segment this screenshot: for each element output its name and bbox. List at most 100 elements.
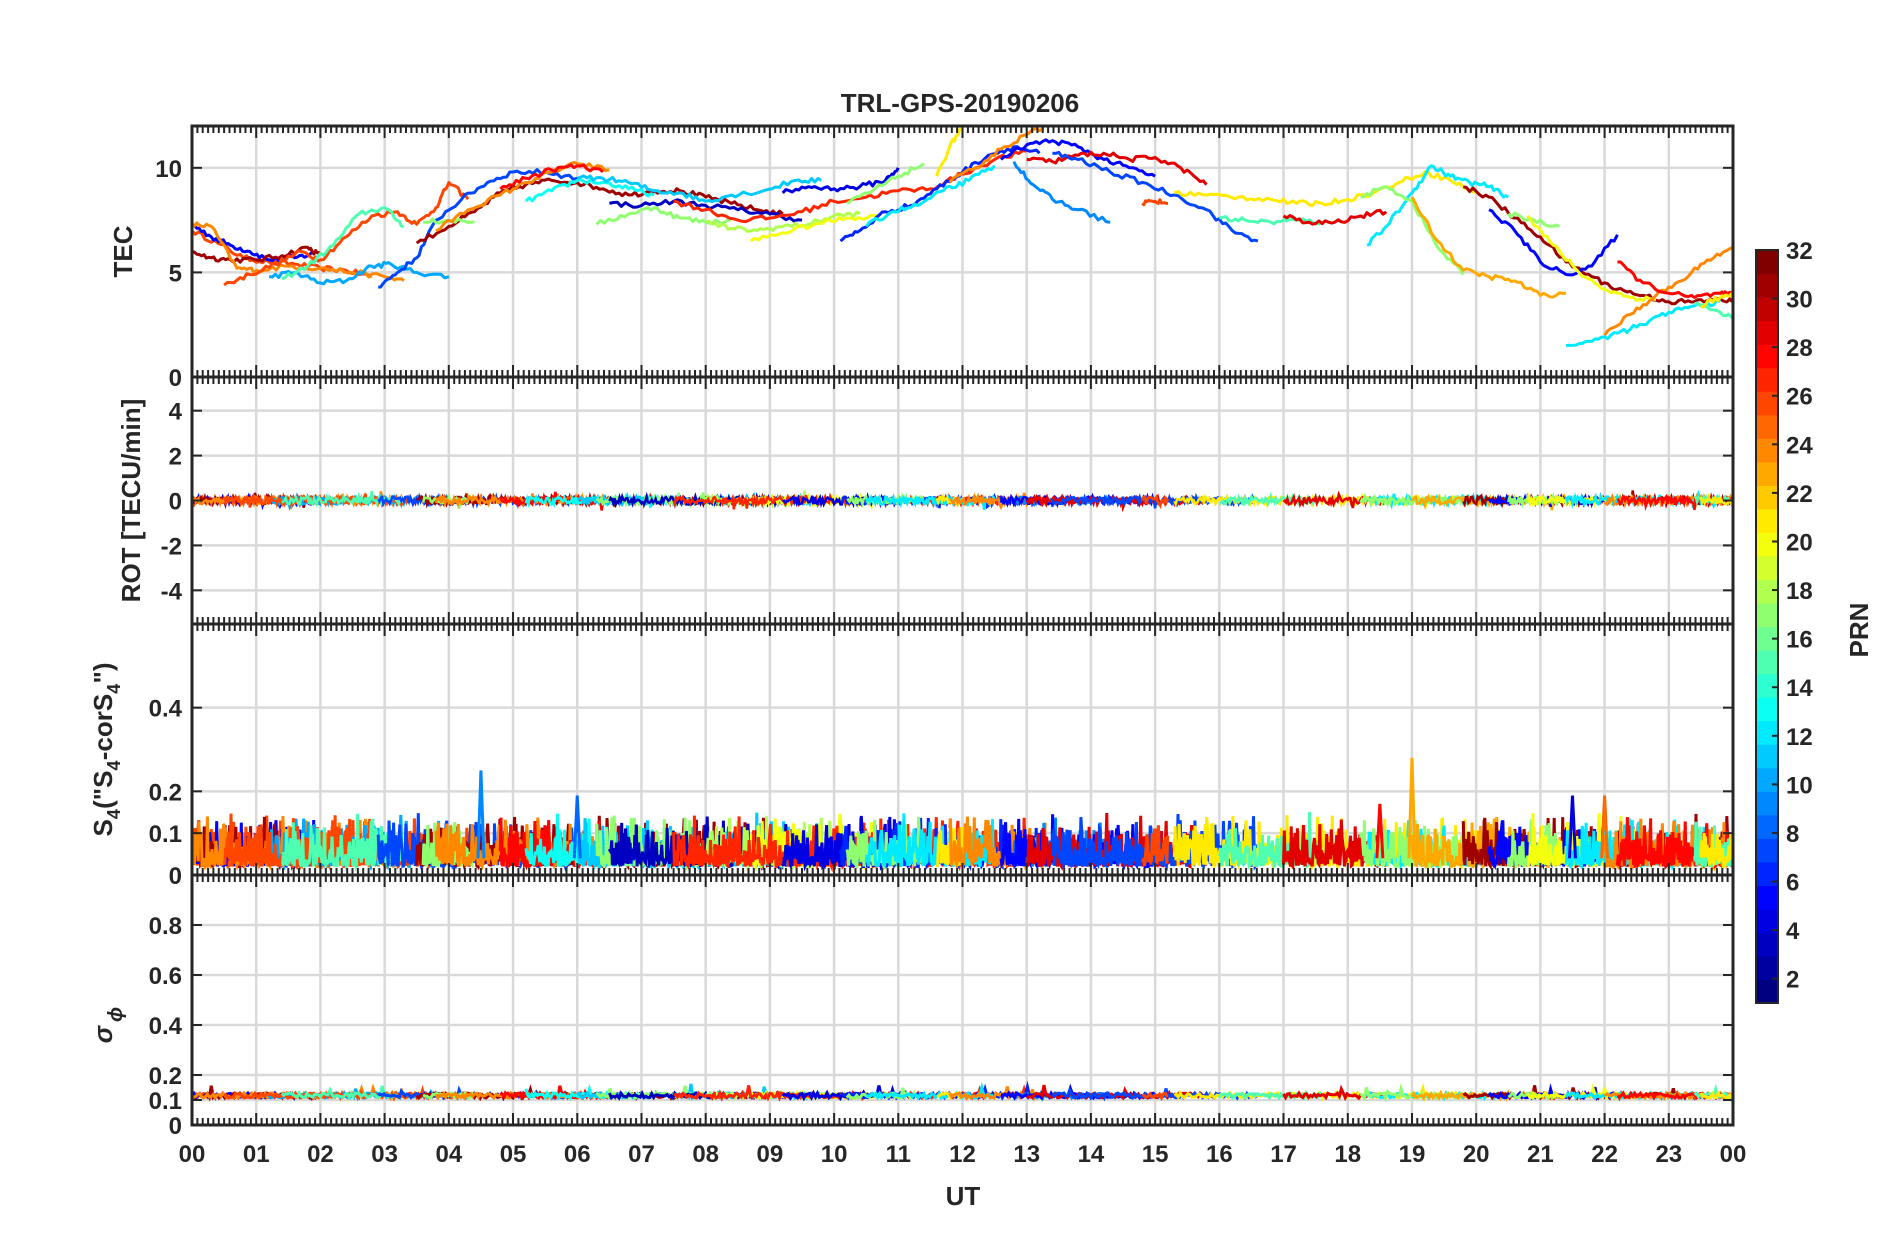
tec-series-prn-23 <box>1410 196 1567 299</box>
x-tick-label: 18 <box>1334 1141 1361 1168</box>
x-tick-label: 03 <box>371 1141 398 1168</box>
tec-series-prn-15 <box>281 206 404 281</box>
x-tick-label: 13 <box>1013 1141 1040 1168</box>
colorbar-swatch <box>1756 979 1778 1004</box>
y-tick-label: 0 <box>169 1113 182 1140</box>
y-tick-label: 0.4 <box>149 1013 183 1040</box>
colorbar-swatch <box>1756 250 1778 275</box>
s4-peak <box>1407 757 1417 859</box>
colorbar-swatch <box>1756 720 1778 745</box>
colorbar-swatch <box>1756 744 1778 769</box>
x-tick-label: 17 <box>1270 1141 1297 1168</box>
tec-series-prn-4 <box>781 167 900 194</box>
colorbar-swatch <box>1756 814 1778 839</box>
colorbar-label: PRN <box>1844 603 1874 658</box>
colorbar-swatch <box>1756 485 1778 510</box>
colorbar-swatch <box>1756 908 1778 934</box>
tec-series-prn-17 <box>1507 211 1561 228</box>
colorbar-swatch <box>1756 861 1778 886</box>
colorbar-swatch <box>1756 555 1778 581</box>
tec-series-prn-18 <box>705 210 861 233</box>
x-tick-label: 05 <box>500 1141 527 1168</box>
y-axis-label: σϕ <box>88 1007 127 1043</box>
y-tick-label: 5 <box>169 260 182 287</box>
colorbar-swatch <box>1756 885 1778 910</box>
chart-title: TRL-GPS-20190206 <box>841 88 1079 118</box>
rot-series-prn-21 <box>1699 493 1733 507</box>
x-tick-label: 01 <box>243 1141 270 1168</box>
rot-data <box>192 489 1733 513</box>
tec-series-prn-31 <box>192 245 322 264</box>
colorbar-tick-label: 8 <box>1786 821 1799 848</box>
x-tick-label: 21 <box>1527 1141 1554 1168</box>
colorbar-swatch <box>1756 650 1778 675</box>
tec-series-prn-17 <box>1360 185 1465 276</box>
y-tick-label: 2 <box>169 444 182 471</box>
tec-series-prn-17 <box>846 162 925 205</box>
sigma-series-prn-4 <box>781 1084 900 1102</box>
tec-series-prn-11 <box>576 174 822 204</box>
y-tick-label: 0.1 <box>149 1088 182 1115</box>
colorbar-tick-label: 24 <box>1786 432 1813 459</box>
x-tick-label: 00 <box>179 1141 206 1168</box>
x-tick-label: 19 <box>1399 1141 1426 1168</box>
colorbar-swatch <box>1756 602 1778 628</box>
colorbar-tick-label: 10 <box>1786 772 1813 799</box>
y-tick-label: 0 <box>169 489 182 516</box>
x-tick-label: 22 <box>1591 1141 1618 1168</box>
tec-series-prn-12 <box>1366 164 1510 247</box>
s4-peak <box>1375 803 1385 859</box>
tec-series-prn-15 <box>1694 301 1733 320</box>
colorbar-swatch <box>1756 438 1778 463</box>
colorbar-swatch <box>1756 508 1778 533</box>
tec-series-prn-9 <box>1012 160 1111 224</box>
colorbar-swatch <box>1756 367 1778 392</box>
y-tick-label: 0.1 <box>149 821 182 848</box>
colorbar-tick-label: 2 <box>1786 967 1799 994</box>
tec-series-prn-15 <box>1218 215 1323 226</box>
tec-series-prn-12 <box>865 164 996 228</box>
x-tick-label: 10 <box>821 1141 848 1168</box>
sigma-series-prn-21 <box>1699 1090 1733 1100</box>
tec-series-prn-24 <box>1603 245 1733 337</box>
x-ticks <box>191 624 1734 875</box>
y-tick-label: -4 <box>161 578 183 605</box>
y-tick-label: 4 <box>169 399 183 426</box>
x-tick-label: 16 <box>1206 1141 1233 1168</box>
colorbar-swatch <box>1756 344 1778 369</box>
colorbar-swatch <box>1756 414 1778 439</box>
y-tick-label: 0 <box>169 863 182 890</box>
x-tick-label: 02 <box>307 1141 334 1168</box>
panel-sigma: 00.10.2 0.4 0.6 0.8 σϕ 00 01 02 03 04 05 06 07 08 09 10… <box>88 873 1746 1168</box>
x-tick-label: 11 <box>886 1141 911 1168</box>
colorbar-tick-label: 26 <box>1786 384 1813 411</box>
colorbar-tick-label: 18 <box>1786 578 1813 605</box>
y-axis-label: S4 ("S4 -corS4 ") <box>88 662 124 836</box>
colorbar-swatch <box>1756 532 1778 557</box>
rot-series-prn-17 <box>1359 492 1464 509</box>
tec-series-prn-21 <box>1700 291 1733 309</box>
tec-data <box>192 126 1733 348</box>
colorbar-tick-label: 16 <box>1786 627 1813 654</box>
x-tick-label: 04 <box>435 1141 462 1168</box>
colorbar-tick-label: 4 <box>1786 918 1800 945</box>
tec-series-prn-21 <box>1173 169 1477 208</box>
x-axis-label: UT <box>946 1181 981 1211</box>
colorbar-swatch <box>1756 791 1778 816</box>
sigma-series-prn-15 <box>280 1085 404 1101</box>
tec-series-prn-24 <box>192 221 405 282</box>
x-tick-label: 09 <box>757 1141 784 1168</box>
colorbar-swatch <box>1756 320 1778 345</box>
colorbar-swatch <box>1756 297 1778 322</box>
sigma-data <box>192 1080 1733 1103</box>
colorbar-swatch <box>1756 391 1778 416</box>
colorbar-tick-label: 20 <box>1786 529 1813 556</box>
tec-series-prn-28 <box>499 163 604 190</box>
y-axis-label: ROT [TECU/min] <box>116 399 146 603</box>
y-axis-label: TEC <box>108 225 138 277</box>
y-tick-label: 0.2 <box>149 779 182 806</box>
y-tick-label: 0.2 <box>149 1063 182 1090</box>
tec-series-prn-21 <box>935 126 964 177</box>
